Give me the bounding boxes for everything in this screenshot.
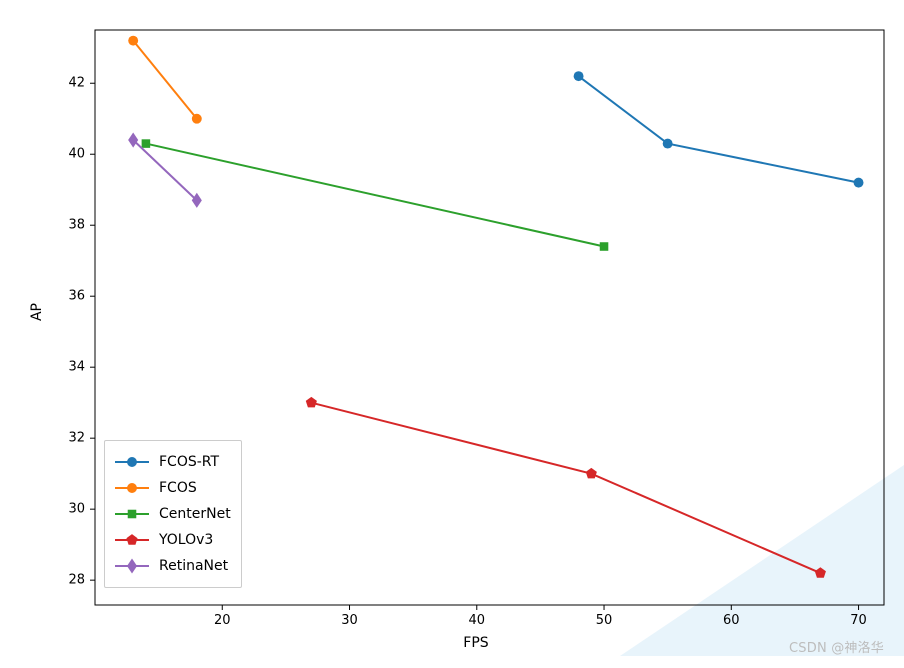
- y-tick-label: 34: [68, 360, 85, 375]
- legend-row: YOLOv3: [115, 527, 231, 553]
- series-line: [311, 403, 820, 573]
- legend: FCOS-RT FCOS CenterNet YOLOv3 RetinaNet: [104, 440, 242, 588]
- series-line: [133, 140, 197, 200]
- y-tick-label: 40: [68, 147, 85, 162]
- x-tick-label: 60: [723, 613, 740, 628]
- series-marker: [600, 242, 609, 251]
- series-marker: [142, 139, 151, 148]
- series-marker: [192, 193, 202, 208]
- series-marker: [854, 178, 864, 188]
- y-tick-label: 42: [68, 76, 85, 91]
- series-marker: [306, 397, 317, 408]
- series-marker: [586, 468, 597, 479]
- legend-label: CenterNet: [159, 506, 231, 522]
- y-tick-label: 36: [68, 289, 85, 304]
- legend-swatch: [115, 504, 149, 524]
- legend-label: RetinaNet: [159, 558, 228, 574]
- series-marker: [192, 114, 202, 124]
- series-marker: [574, 71, 584, 81]
- legend-label: FCOS: [159, 480, 197, 496]
- legend-row: CenterNet: [115, 501, 231, 527]
- legend-swatch: [115, 478, 149, 498]
- y-tick-label: 30: [68, 502, 85, 517]
- legend-row: FCOS: [115, 475, 231, 501]
- x-tick-label: 50: [596, 613, 613, 628]
- series-line: [579, 76, 859, 182]
- legend-swatch: [115, 530, 149, 550]
- watermark-text: CSDN @神洛华: [789, 637, 884, 656]
- y-tick-label: 32: [68, 431, 85, 446]
- x-tick-label: 40: [468, 613, 485, 628]
- x-tick-label: 20: [214, 613, 231, 628]
- series-line: [146, 144, 604, 247]
- y-tick-label: 28: [68, 573, 85, 588]
- legend-row: RetinaNet: [115, 553, 231, 579]
- y-axis-label: AP: [29, 303, 45, 321]
- legend-label: YOLOv3: [159, 532, 213, 548]
- y-tick-label: 38: [68, 218, 85, 233]
- chart-container: AP FPS 20 30 40 50 60 70 28 30 32 34 36 38 40 42 FCOS…: [0, 0, 904, 668]
- series-marker: [128, 36, 138, 46]
- x-axis-label: FPS: [463, 635, 488, 651]
- legend-label: FCOS-RT: [159, 454, 219, 470]
- legend-swatch: [115, 452, 149, 472]
- series-line: [133, 41, 197, 119]
- legend-swatch: [115, 556, 149, 576]
- series-marker: [663, 139, 673, 149]
- series-marker: [128, 132, 138, 147]
- x-tick-label: 30: [341, 613, 358, 628]
- x-tick-label: 70: [850, 613, 867, 628]
- legend-row: FCOS-RT: [115, 449, 231, 475]
